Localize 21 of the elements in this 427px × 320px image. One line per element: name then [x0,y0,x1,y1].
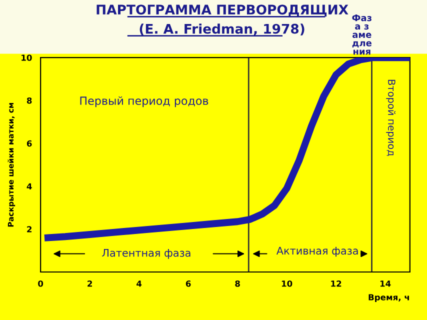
y-tick-label: 8 [26,97,32,104]
x-tick-label: 4 [136,280,142,287]
y-tick-label: 2 [27,226,32,232]
x-tick-label: 2 [88,280,92,287]
annotation: Латентная фаза [102,249,190,259]
annotation: Активная фаза [276,246,358,257]
x-tick-label: 12 [331,280,342,287]
annotation: Первый период родов [80,96,208,108]
x-tick-label: 8 [235,280,240,287]
x-tick-label: 6 [186,280,191,287]
chart-subtitle: (E. A. Friedman, 1978) [140,24,304,36]
x-axis-title: Время, ч [368,294,409,302]
text: Фаза замедления [352,14,372,55]
annotation: Второй период [386,80,396,156]
y-tick-label: 4 [26,183,32,190]
chart-title: ПАРТОГРАММА ПЕРВОРОДЯЩИХ [96,4,348,16]
y-tick-label: 10 [22,54,32,61]
x-tick-label: 14 [380,280,391,287]
y-tick-label: 6 [26,140,32,147]
x-tick-label: 0 [38,280,44,287]
x-tick-label: 10 [282,280,292,287]
